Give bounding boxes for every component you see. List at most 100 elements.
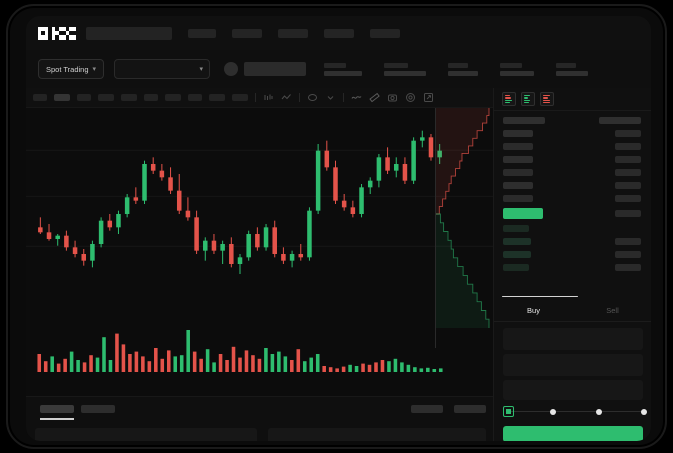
pair-select[interactable]: ▾ [114,59,210,79]
tab-sell-label: Sell [606,306,619,315]
camera-icon[interactable] [387,92,398,103]
candlestick-icon[interactable] [263,92,274,103]
stat-label [500,63,522,68]
orderbook-header-right [599,117,641,124]
interval-chip-5[interactable] [144,94,158,101]
interval-chip-0[interactable] [33,94,47,101]
interval-chip-1[interactable] [54,94,70,101]
chevron-down-icon: ▾ [93,66,97,73]
interval-chip-8[interactable] [209,94,225,101]
ask-size-3 [615,169,641,176]
submit-order-button[interactable] [503,426,643,441]
ask-row-1[interactable] [503,143,533,150]
depth-chart [435,108,493,348]
ask-size-2 [615,156,641,163]
bid-row-1[interactable] [503,238,531,245]
orders-action-1[interactable] [454,405,486,413]
stat-value [556,71,588,76]
orderbook-scrollbar[interactable] [502,296,578,298]
header-nav [172,29,400,38]
header-nav-item-0[interactable] [188,29,216,38]
orders-tab-1[interactable] [81,405,115,413]
orderbook-header-left [503,117,545,124]
header-brand-bar [86,27,172,40]
market-stats [306,63,588,76]
bids-icon[interactable] [521,92,535,106]
active-tab-underline [40,418,74,420]
header-nav-item-4[interactable] [370,29,400,38]
ask-size-4 [615,182,641,189]
stepper-dot-3[interactable] [641,409,647,415]
last-price-group [224,62,306,76]
header-nav-item-3[interactable] [324,29,354,38]
market-stat-3 [500,63,534,76]
tab-sell[interactable]: Sell [573,300,651,321]
tab-buy[interactable]: Buy [494,300,573,321]
okx-logo[interactable] [38,27,76,40]
ask-row-3[interactable] [503,169,533,176]
market-stat-4 [556,63,588,76]
order-field-1[interactable] [503,354,643,376]
settings-icon[interactable] [405,92,416,103]
ruler-icon[interactable] [369,92,380,103]
interval-chip-2[interactable] [77,94,91,101]
market-stat-1 [384,63,426,76]
bid-row-2[interactable] [503,251,531,258]
candlestick-series [26,108,493,300]
stepper-dot-2[interactable] [596,409,602,415]
header-nav-item-2[interactable] [278,29,308,38]
orderbook-rows[interactable] [494,110,651,300]
order-field-0[interactable] [503,328,643,350]
line-chart-icon[interactable] [351,92,362,103]
stat-value [500,71,534,76]
interval-chip-4[interactable] [121,94,137,101]
chart-toolbar [26,88,493,108]
ask-row-4[interactable] [503,182,533,189]
orders-tab-0[interactable] [40,405,74,413]
stat-label [556,63,576,68]
order-field-2[interactable] [503,380,643,400]
market-stat-2 [448,63,478,76]
orders-panel [26,396,493,441]
toolbar-divider [299,93,300,102]
interval-chip-9[interactable] [232,94,248,101]
bid-row-3[interactable] [503,264,529,271]
price-chart[interactable] [26,108,493,396]
chart-type-icon[interactable] [307,92,318,103]
ask-size-0 [615,130,641,137]
chevron-down-icon[interactable] [325,92,336,103]
orders-panel-box-1 [268,428,486,441]
interval-chip-3[interactable] [98,94,114,101]
tab-buy-label: Buy [527,306,540,315]
asks-icon[interactable] [540,92,554,106]
indicators-icon[interactable] [281,92,292,103]
toolbar-divider [255,93,256,102]
market-stat-0 [324,63,362,76]
trading-mode-select[interactable]: Spot Trading ▾ [38,59,104,79]
orders-action-0[interactable] [411,405,443,413]
stat-value [448,71,478,76]
header-nav-item-1[interactable] [232,29,262,38]
orderbook-best-price[interactable] [503,208,543,219]
coin-icon [224,62,238,76]
interval-chips [26,94,248,101]
stat-label [324,63,346,68]
stepper-dot-1[interactable] [550,409,556,415]
ask-row-2[interactable] [503,156,533,163]
fullscreen-icon[interactable] [423,92,434,103]
interval-chip-7[interactable] [188,94,202,101]
interval-chip-6[interactable] [165,94,181,101]
stat-value [324,71,362,76]
toolbar-divider [343,93,344,102]
ask-row-5[interactable] [503,195,533,202]
ask-size-1 [615,143,641,150]
order-panel: Buy Sell [493,88,651,441]
bid-row-0[interactable] [503,225,529,232]
ask-row-0[interactable] [503,130,533,137]
both-icon[interactable] [502,92,516,106]
stat-value [384,71,426,76]
square-filled-icon[interactable] [503,406,514,417]
market-toolbar: Spot Trading ▾ ▾ [26,50,651,88]
amount-stepper[interactable] [503,406,643,418]
bid-size-2 [615,251,641,258]
